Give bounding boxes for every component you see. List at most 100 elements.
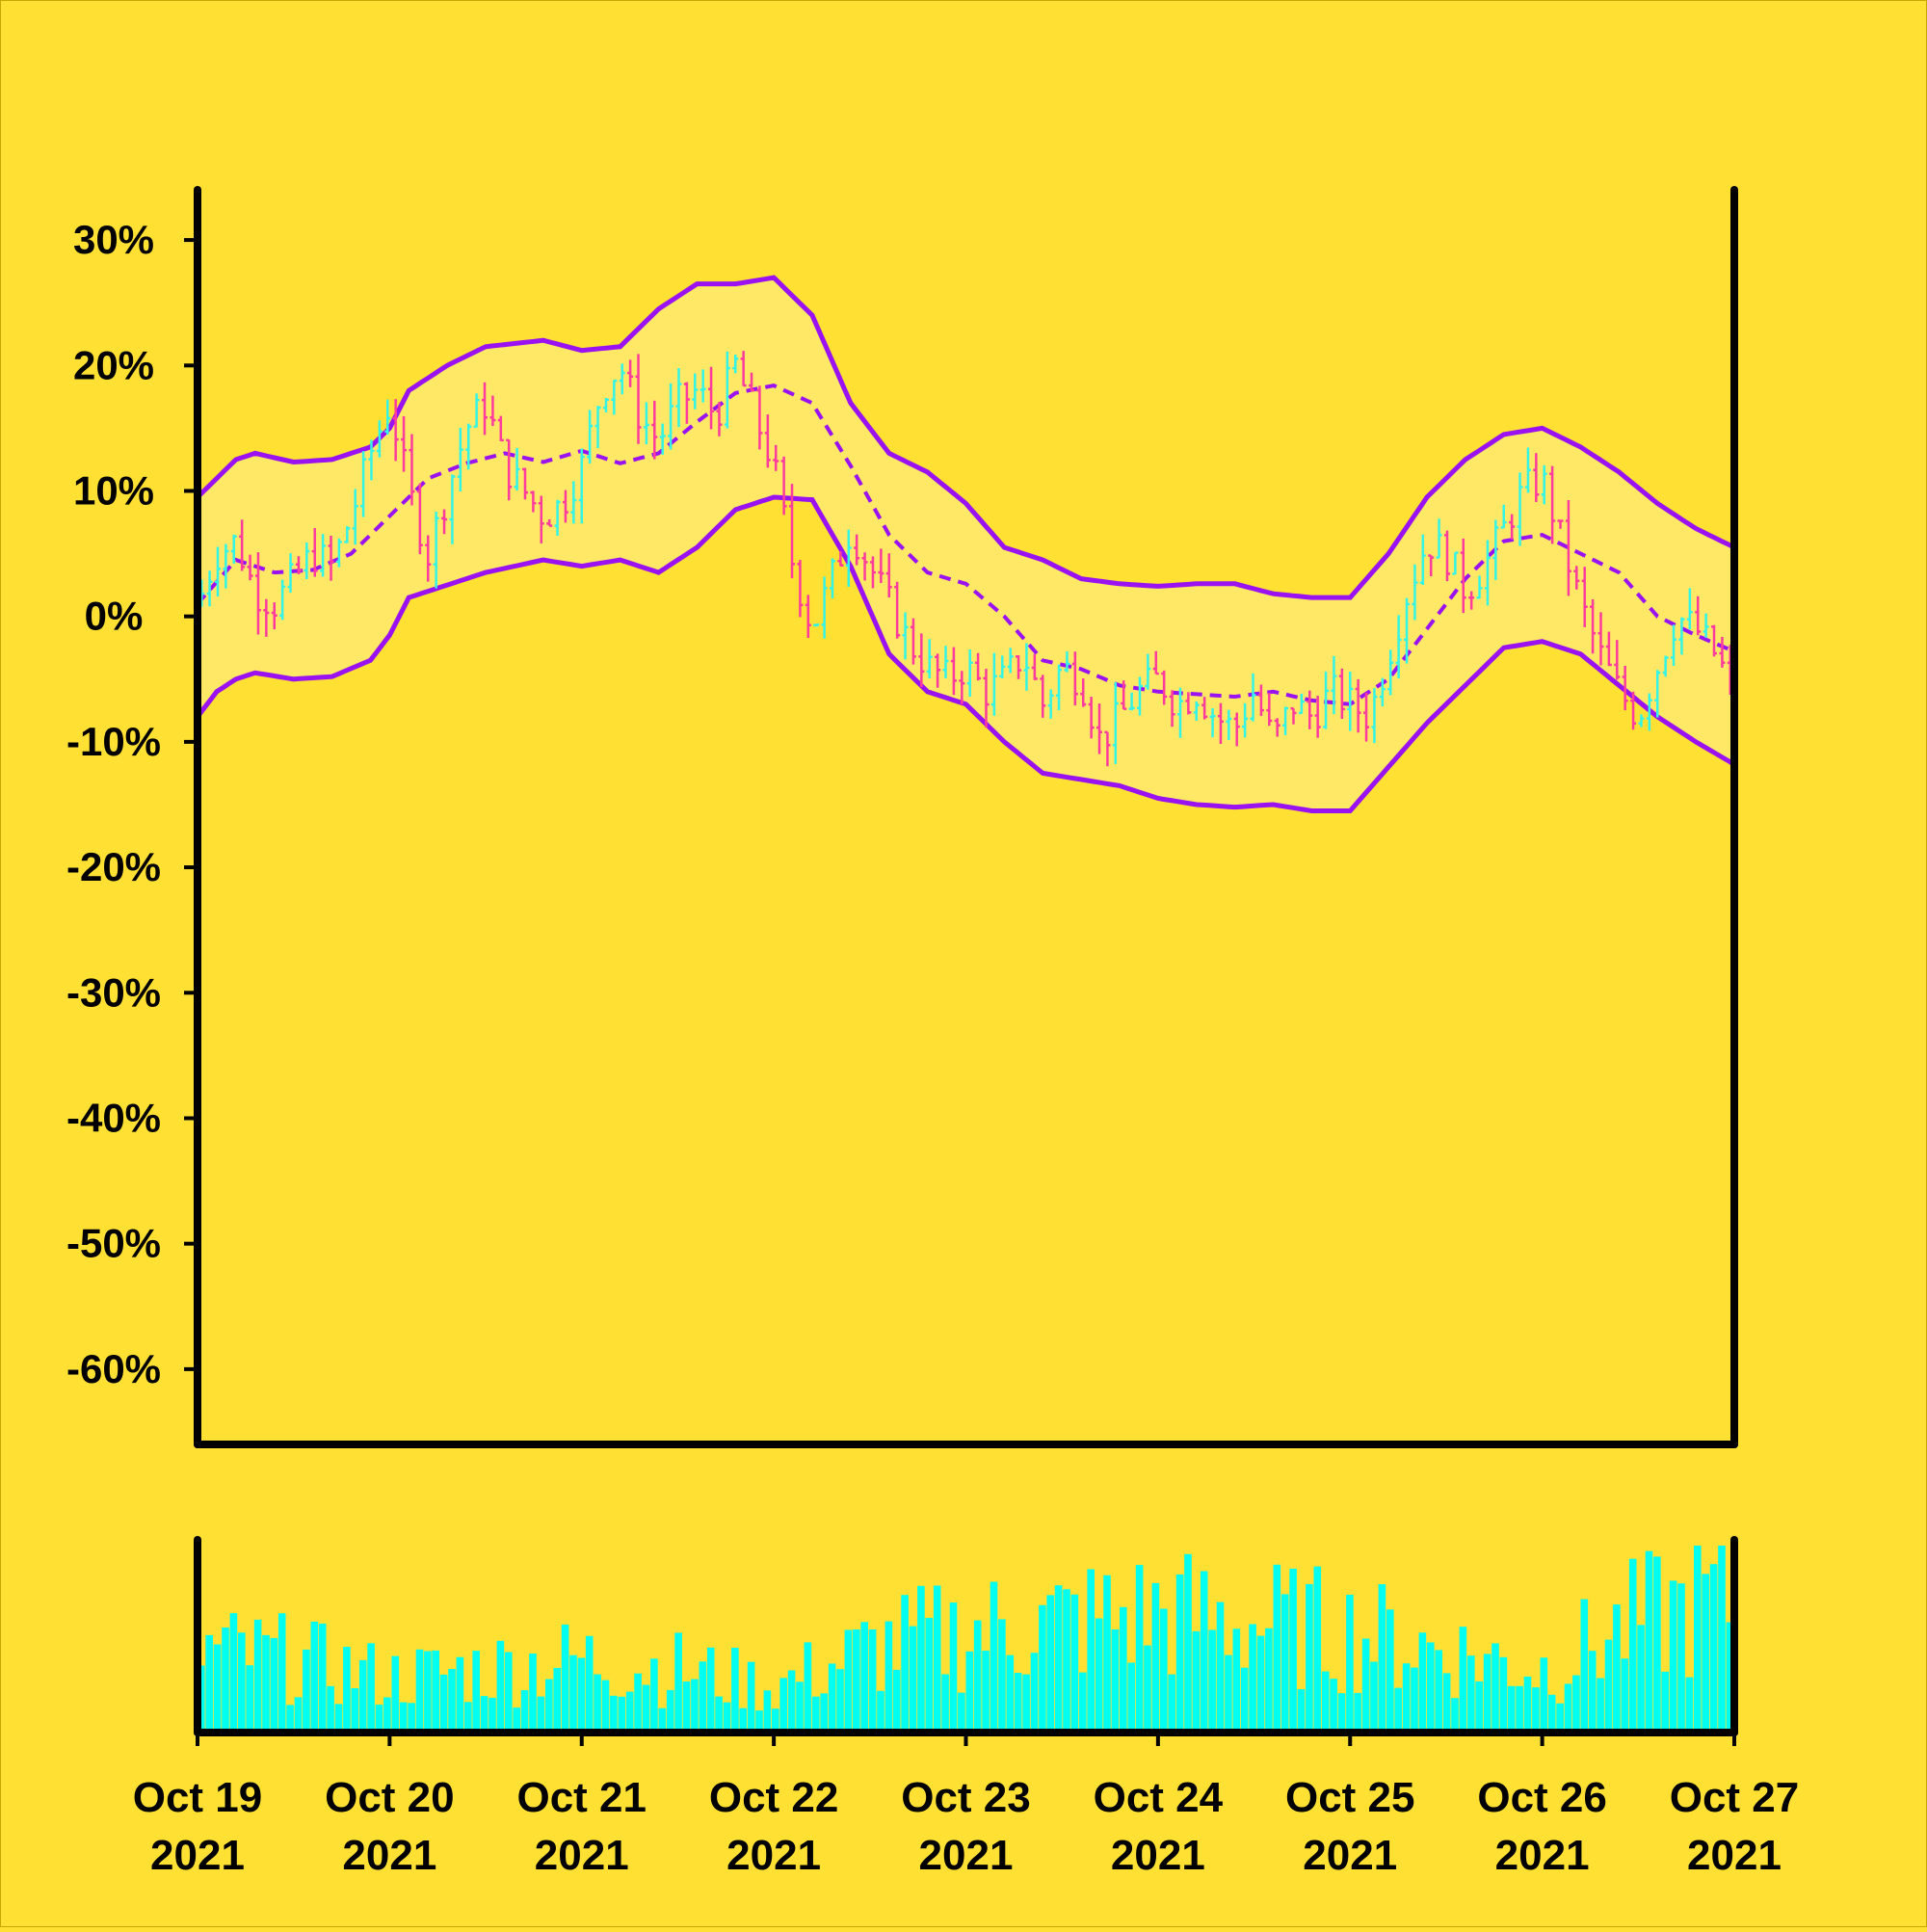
volume-bar (973, 1620, 982, 1733)
volume-bar (1507, 1685, 1516, 1733)
ohlc-bar (328, 535, 334, 581)
volume-bar (1135, 1565, 1144, 1733)
volume-bar (1030, 1653, 1039, 1733)
volume-bar (804, 1642, 812, 1733)
ohlc-bar (1443, 530, 1450, 582)
ohlc-bar (263, 598, 270, 637)
ohlc-bar (878, 548, 884, 584)
x-tick-label-year: 2021 (1687, 1832, 1782, 1879)
volume-bar (1677, 1583, 1685, 1733)
ohlc-bar (1274, 718, 1280, 737)
ohlc-bar (1509, 514, 1516, 540)
volume-bar (351, 1688, 359, 1733)
ohlc-bar (311, 528, 318, 577)
ohlc-bar (1581, 567, 1588, 627)
ohlc-bar (473, 393, 480, 429)
y-tick-label: -40% (66, 1095, 161, 1140)
volume-bar (480, 1696, 488, 1733)
volume-bar (1354, 1692, 1361, 1733)
ohlc-bar (813, 623, 820, 627)
volume-bar (1111, 1629, 1120, 1733)
volume-bar (505, 1652, 513, 1733)
volume-bar (1604, 1639, 1613, 1733)
ohlc-bar (902, 612, 909, 660)
volume-bar (844, 1629, 853, 1733)
x-tick-label-year: 2021 (535, 1832, 629, 1879)
ohlc-bar (1071, 651, 1078, 706)
ohlc-bar (1517, 472, 1523, 546)
ohlc-bar (271, 602, 277, 630)
ohlc-bar (401, 415, 408, 472)
ohlc-bar (352, 489, 358, 545)
volume-bar (941, 1674, 949, 1733)
ohlc-bar (457, 427, 463, 491)
volume-bar (1499, 1656, 1508, 1733)
volume-bar (375, 1705, 383, 1733)
ohlc-bar (1678, 617, 1685, 655)
volume-bar (1184, 1553, 1192, 1733)
y-tick-label: 0% (85, 594, 144, 639)
ohlc-bar (344, 526, 351, 543)
ohlc-bar (1064, 651, 1070, 673)
volume-bar (1694, 1546, 1702, 1733)
volume-bar (1726, 1622, 1734, 1733)
volume-bar (205, 1634, 213, 1733)
volume-bar (755, 1710, 763, 1733)
ohlc-bar (1331, 655, 1337, 715)
volume-bar (1516, 1685, 1523, 1733)
volume-bar (1079, 1672, 1087, 1733)
volume-bar (990, 1581, 998, 1733)
x-tick-label-date: Oct 20 (325, 1774, 455, 1821)
ohlc-bar (1031, 653, 1038, 680)
x-tick-label-date: Oct 27 (1670, 1774, 1800, 1821)
volume-bar (488, 1697, 496, 1733)
volume-bar (1402, 1663, 1411, 1733)
ohlc-bar (506, 438, 513, 501)
volume-bar (1442, 1673, 1451, 1733)
ohlc-bar (854, 534, 860, 566)
ohlc-bar (1298, 693, 1305, 715)
middle-band-line (196, 384, 1735, 706)
volume-bar (901, 1595, 909, 1733)
ohlc-bar (295, 556, 302, 574)
ohlc-bar (1662, 655, 1669, 677)
ohlc-bar (1314, 696, 1321, 738)
ohlc-bar (983, 669, 990, 728)
volume-bar (1039, 1604, 1046, 1733)
volume-bar (1144, 1645, 1151, 1733)
volume-bar (1564, 1683, 1572, 1733)
volume-bar (1006, 1654, 1015, 1733)
volume-bar (1386, 1609, 1394, 1733)
ohlc-bar (1169, 690, 1175, 728)
y-tick-label: -20% (66, 844, 161, 889)
volume-bar (884, 1621, 893, 1733)
ohlc-bar (1233, 712, 1240, 747)
volume-bar (1232, 1628, 1241, 1733)
volume-bar (828, 1663, 836, 1733)
volume-bar (585, 1635, 594, 1733)
volume-bar (1718, 1546, 1726, 1733)
ohlc-bar (320, 534, 327, 577)
volume-bar (1022, 1674, 1030, 1733)
volume-bar (213, 1644, 222, 1733)
volume-bar (1637, 1625, 1645, 1733)
volume-bar (1120, 1606, 1127, 1733)
ohlc-bar (789, 484, 796, 579)
volume-bar (594, 1674, 601, 1733)
ohlc-bar (990, 652, 997, 716)
volume-bar (796, 1681, 804, 1733)
ohlc-bar (304, 542, 310, 580)
volume-bar (318, 1623, 327, 1733)
ohlc-bar (773, 444, 779, 471)
volume-bar (610, 1695, 618, 1733)
volume-bar (763, 1690, 772, 1733)
volume-bar (1467, 1655, 1475, 1733)
volume-bar (1378, 1584, 1386, 1733)
ohlc-bar (1686, 588, 1693, 630)
ohlc-bar (668, 383, 674, 450)
ohlc-bar (530, 490, 537, 513)
volume-bar (682, 1681, 691, 1733)
volume-bar (1597, 1678, 1604, 1733)
volume-bar (334, 1704, 343, 1733)
